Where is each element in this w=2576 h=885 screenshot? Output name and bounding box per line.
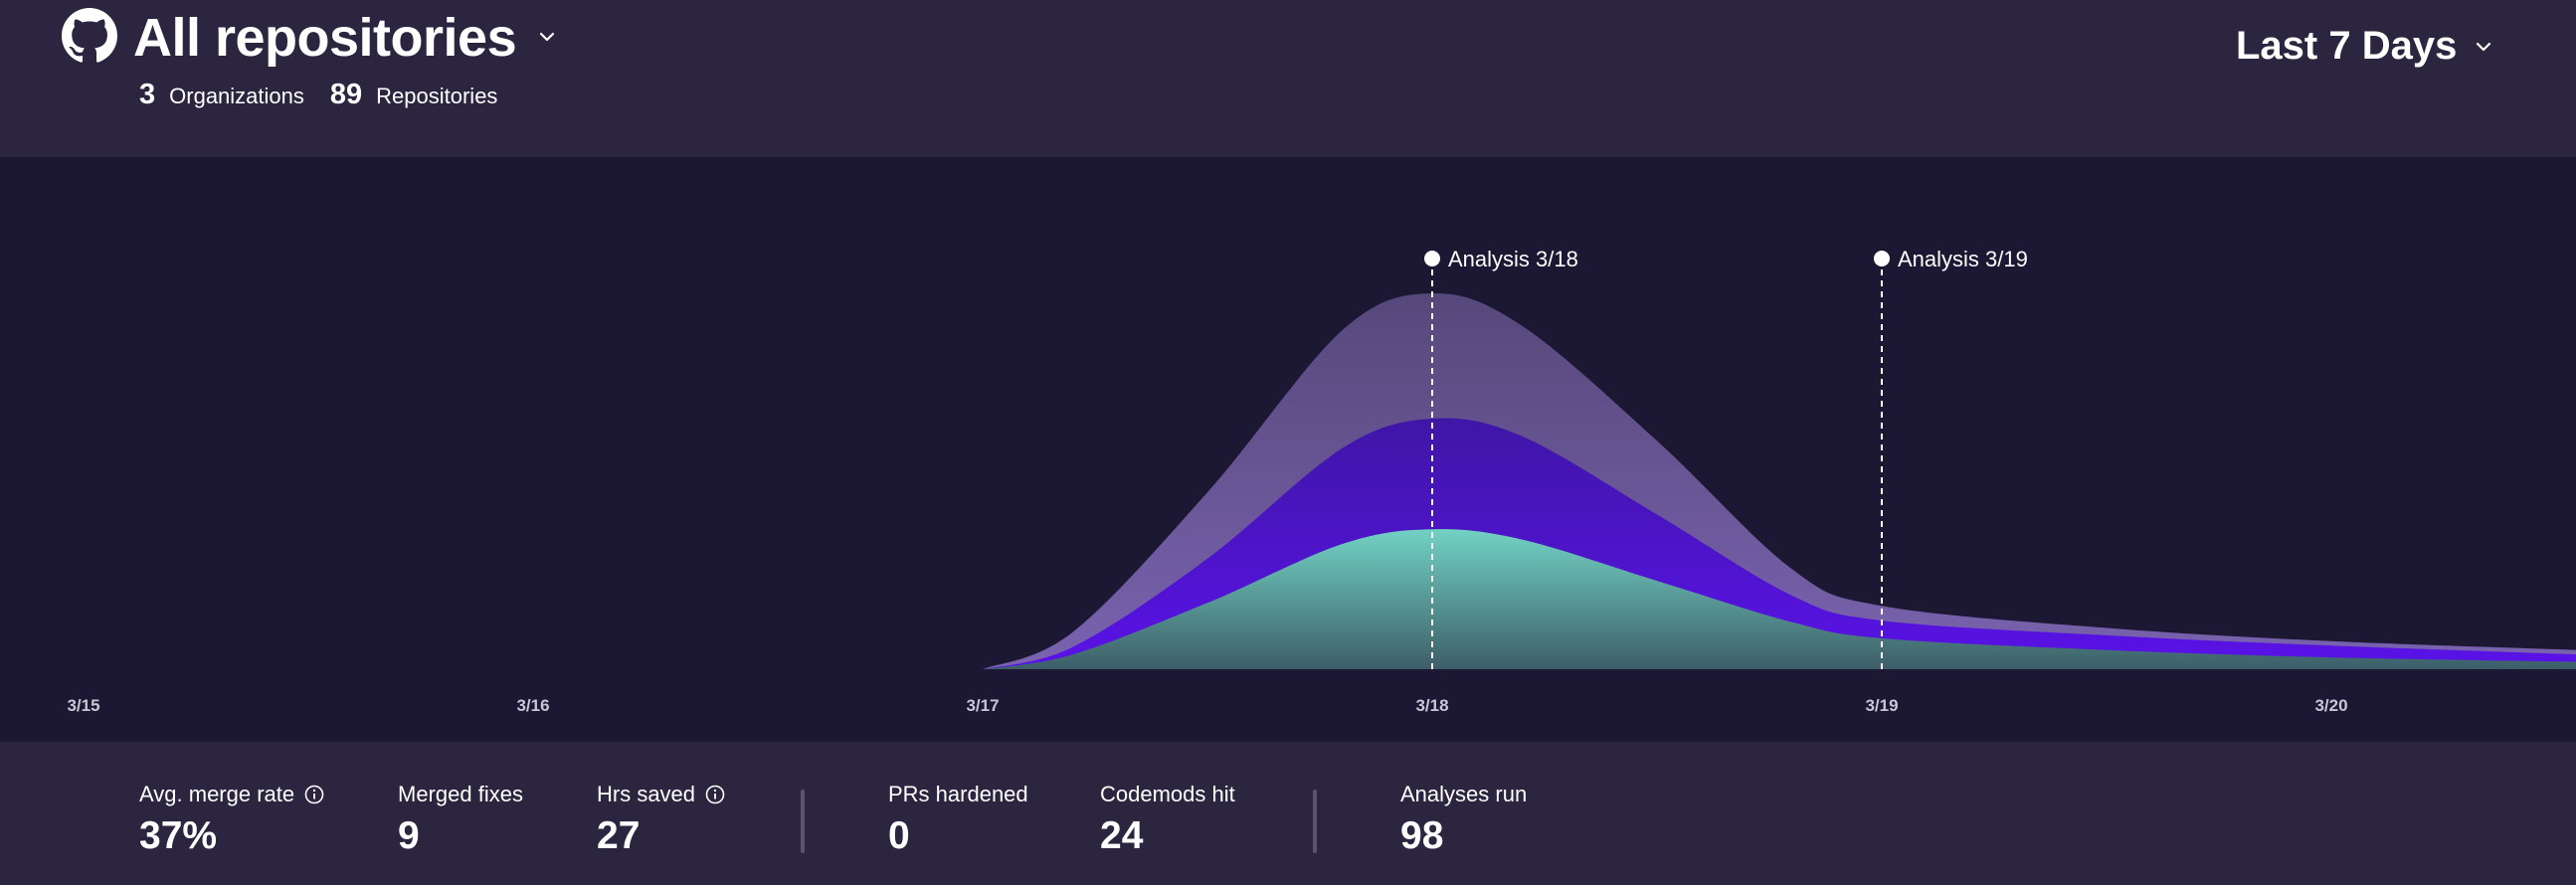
metric-analyses-run: Analyses run 98 (1400, 782, 1527, 859)
metric-value: 9 (398, 814, 420, 857)
metric-label: Merged fixes (398, 782, 523, 806)
repositories-count: 89 (329, 79, 363, 110)
metric-value: 27 (597, 814, 641, 857)
chevron-down-icon[interactable] (537, 30, 557, 44)
info-icon[interactable] (304, 785, 324, 804)
repositories-label: Repositories (376, 84, 498, 108)
divider (1313, 790, 1317, 853)
metric-value: 37% (139, 814, 218, 857)
x-tick-label: 3/18 (1415, 696, 1448, 715)
metric-value: 0 (888, 814, 910, 857)
info-icon[interactable] (705, 785, 725, 804)
metric-prs-hardened: PRs hardened 0 (888, 782, 1028, 859)
metric-label: Codemods hit (1100, 782, 1235, 806)
metric-label: Avg. merge rate (139, 782, 295, 806)
x-tick-label: 3/19 (1865, 696, 1898, 715)
x-tick-label: 3/20 (2314, 696, 2347, 715)
metric-codemods-hit: Codemods hit 24 (1100, 782, 1235, 859)
organizations-label: Organizations (169, 84, 304, 108)
page-title[interactable]: All repositories (133, 8, 517, 68)
annotation-label: Analysis 3/19 (1898, 247, 2028, 271)
annotation-marker[interactable] (1424, 251, 1440, 266)
x-tick-label: 3/15 (67, 696, 99, 715)
activity-chart: Analysis 3/18 Analysis 3/19 3/15 3/16 3/17 3… (67, 247, 2576, 715)
chevron-down-icon[interactable] (2475, 41, 2492, 53)
series-area-bottom (983, 529, 2576, 669)
metric-value: 98 (1400, 814, 1444, 857)
metric-value: 24 (1100, 814, 1144, 857)
x-tick-label: 3/17 (966, 696, 999, 715)
metric-avg-merge-rate: Avg. merge rate 37% (139, 782, 324, 859)
metrics-bar: Avg. merge rate 37% Merged fixes 9 Hrs s… (0, 742, 2576, 885)
x-tick-label: 3/16 (516, 696, 549, 715)
header: All repositories 3 Organizations 89 Repo… (0, 0, 2576, 157)
metric-hrs-saved: Hrs saved 27 (597, 782, 725, 859)
annotation-marker[interactable] (1874, 251, 1890, 266)
divider (801, 790, 805, 853)
metric-merged-fixes: Merged fixes 9 (398, 782, 523, 859)
metric-label: Hrs saved (597, 782, 696, 806)
github-icon (62, 8, 117, 63)
annotation-label: Analysis 3/18 (1448, 247, 1578, 271)
metric-label: PRs hardened (888, 782, 1028, 806)
organizations-count: 3 (139, 79, 156, 110)
metric-label: Analyses run (1400, 782, 1528, 806)
time-range-select[interactable]: Last 7 Days (2236, 24, 2458, 68)
repo-stats: 3 Organizations 89 Repositories (139, 78, 523, 113)
